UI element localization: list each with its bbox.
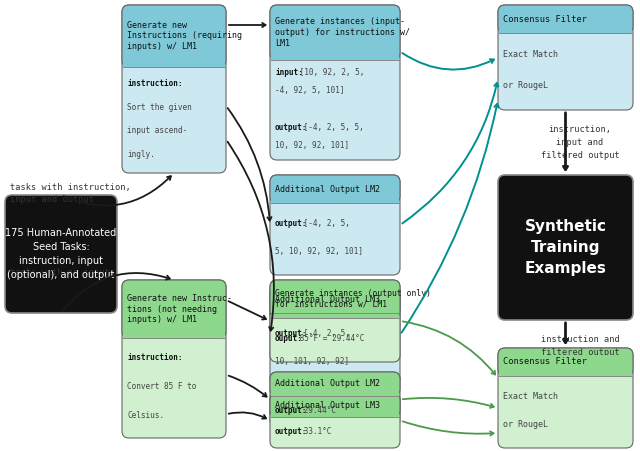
Text: 10, 92, 92, 101]: 10, 92, 92, 101] (275, 141, 349, 150)
Bar (271, 182, 399, 203)
Text: input ascend-: input ascend- (127, 126, 187, 135)
Text: or RougeL: or RougeL (503, 420, 548, 429)
Text: [-4, 2, 5,: [-4, 2, 5, (298, 329, 349, 338)
Text: Generate new Instruc-
tions (not needing
inputs) w/ LM1: Generate new Instruc- tions (not needing… (127, 294, 232, 324)
Text: ouput:: ouput: (275, 334, 303, 343)
Text: output:: output: (275, 427, 307, 436)
Text: -4, 92, 5, 101]: -4, 92, 5, 101] (275, 87, 344, 96)
Text: Additional Output LM2: Additional Output LM2 (275, 184, 380, 193)
Text: output:: output: (275, 123, 307, 132)
Text: Additional Output LM3: Additional Output LM3 (275, 295, 380, 304)
Text: Exact Match: Exact Match (503, 50, 558, 59)
Text: Celsius.: Celsius. (127, 411, 164, 419)
Bar (271, 292, 399, 313)
Text: Generate instances (input-
output) for instructions w/
LM1: Generate instances (input- output) for i… (275, 17, 410, 48)
Bar (271, 12, 399, 60)
Text: output:: output: (275, 406, 307, 415)
FancyBboxPatch shape (498, 175, 633, 320)
Text: instruction:: instruction: (127, 79, 182, 88)
FancyBboxPatch shape (5, 195, 117, 313)
Text: output:: output: (275, 329, 307, 338)
FancyBboxPatch shape (270, 372, 400, 427)
Bar (123, 287, 225, 338)
FancyBboxPatch shape (270, 393, 400, 448)
Bar (123, 12, 225, 67)
FancyBboxPatch shape (498, 348, 633, 448)
FancyBboxPatch shape (270, 175, 400, 203)
Text: input:: input: (275, 68, 303, 77)
Text: Synthetic
Training
Examples: Synthetic Training Examples (525, 219, 607, 276)
Text: [10, 92, 2, 5,: [10, 92, 2, 5, (295, 68, 365, 77)
Text: [-4, 2, 5, 5,: [-4, 2, 5, 5, (298, 123, 364, 132)
Text: [-4, 2, 5,: [-4, 2, 5, (298, 219, 349, 228)
Bar (499, 12, 632, 33)
Text: Exact Match: Exact Match (503, 391, 558, 400)
Text: Generate new
Instructions (requiring
inputs) w/ LM1: Generate new Instructions (requiring inp… (127, 21, 242, 51)
FancyBboxPatch shape (270, 285, 400, 313)
Text: or RougeL: or RougeL (503, 81, 548, 90)
Bar (271, 379, 399, 396)
Text: Additional Output LM2: Additional Output LM2 (275, 379, 380, 388)
Bar (271, 287, 399, 318)
FancyBboxPatch shape (122, 280, 226, 438)
FancyBboxPatch shape (270, 372, 400, 396)
FancyBboxPatch shape (122, 5, 226, 67)
FancyBboxPatch shape (122, 280, 226, 338)
Bar (271, 400, 399, 417)
FancyBboxPatch shape (270, 280, 400, 362)
FancyBboxPatch shape (498, 5, 633, 110)
FancyBboxPatch shape (270, 5, 400, 160)
Text: Consensus Filter: Consensus Filter (503, 14, 587, 23)
Text: Sort the given: Sort the given (127, 102, 192, 111)
FancyBboxPatch shape (270, 285, 400, 385)
Text: 33.1°C: 33.1°C (298, 427, 331, 436)
Text: tasks with instruction,
input and output: tasks with instruction, input and output (10, 183, 131, 204)
FancyBboxPatch shape (270, 5, 400, 60)
Text: 29.44°C: 29.44°C (298, 406, 335, 415)
Text: instruction:: instruction: (127, 354, 182, 363)
Text: 10, 101, 92, 92]: 10, 101, 92, 92] (275, 358, 349, 367)
Text: instruction,
input and
filtered output: instruction, input and filtered output (541, 125, 620, 161)
FancyBboxPatch shape (270, 175, 400, 275)
Text: Generate instances (output only)
for instructions w/ LM1: Generate instances (output only) for ins… (275, 289, 431, 309)
Text: Consensus Filter: Consensus Filter (503, 358, 587, 367)
Text: output:: output: (275, 219, 307, 228)
Text: Additional Output LM3: Additional Output LM3 (275, 400, 380, 410)
FancyBboxPatch shape (498, 5, 633, 33)
FancyBboxPatch shape (270, 280, 400, 318)
FancyBboxPatch shape (270, 393, 400, 417)
Text: 5, 10, 92, 92, 101]: 5, 10, 92, 92, 101] (275, 248, 363, 257)
Text: 175 Human-Annotated
Seed Tasks:
instruction, input
(optional), and output: 175 Human-Annotated Seed Tasks: instruct… (5, 228, 116, 280)
Bar (499, 355, 632, 376)
Text: 85°F = 29.44°C: 85°F = 29.44°C (295, 334, 365, 343)
FancyBboxPatch shape (498, 348, 633, 376)
Text: Convert 85 F to: Convert 85 F to (127, 382, 196, 391)
FancyBboxPatch shape (122, 5, 226, 173)
Text: tasks with no inputs: tasks with no inputs (10, 268, 115, 277)
Text: instruction and
filtered output: instruction and filtered output (541, 335, 620, 357)
Text: ingly.: ingly. (127, 150, 155, 159)
